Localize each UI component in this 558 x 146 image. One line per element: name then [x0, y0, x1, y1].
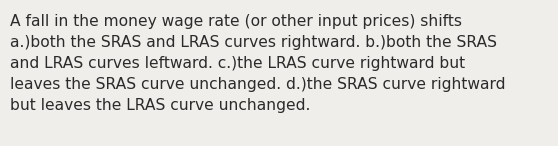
Text: leaves the SRAS curve unchanged. d.)the SRAS curve rightward: leaves the SRAS curve unchanged. d.)the …: [10, 77, 506, 92]
Text: A fall in the money wage rate (or other input prices) shifts: A fall in the money wage rate (or other …: [10, 14, 462, 29]
Text: a.)both the SRAS and LRAS curves rightward. b.)both the SRAS: a.)both the SRAS and LRAS curves rightwa…: [10, 35, 497, 50]
Text: but leaves the LRAS curve unchanged.: but leaves the LRAS curve unchanged.: [10, 98, 310, 113]
Text: and LRAS curves leftward. c.)the LRAS curve rightward but: and LRAS curves leftward. c.)the LRAS cu…: [10, 56, 465, 71]
